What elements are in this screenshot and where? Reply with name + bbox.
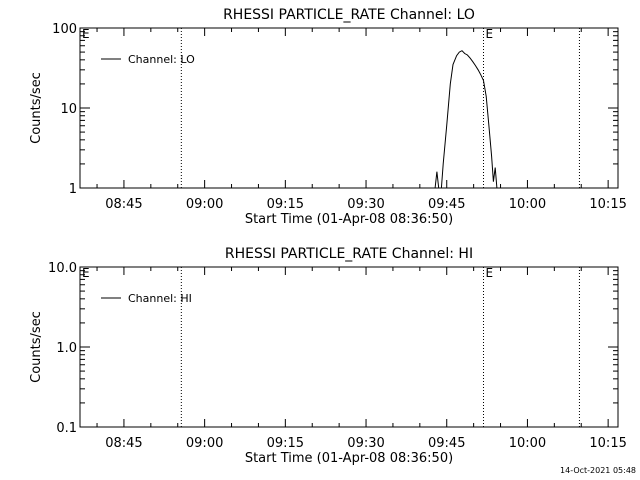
chart-1-ytick-label: 1 bbox=[69, 182, 77, 197]
chart-1-xlabel: Start Time (01-Apr-08 08:36:50) bbox=[245, 212, 453, 227]
chart-2-xtick-label: 09:45 bbox=[428, 436, 465, 451]
chart-1-xtick-label: 10:00 bbox=[509, 197, 546, 212]
chart-1-corner-label: E bbox=[82, 27, 90, 41]
chart-1-legend-label: Channel: LO bbox=[128, 53, 195, 66]
footer-timestamp: 14-Oct-2021 05:48 bbox=[560, 466, 636, 475]
chart-1-xtick-label: 09:15 bbox=[267, 197, 304, 212]
chart-2-legend-label: Channel: HI bbox=[128, 292, 192, 305]
chart-2-event-label: E bbox=[486, 266, 494, 280]
chart-2-ytick-label: 0.1 bbox=[56, 421, 77, 436]
chart-1-ytick-label: 100 bbox=[52, 22, 77, 37]
chart-1-title: RHESSI PARTICLE_RATE Channel: LO bbox=[223, 7, 475, 23]
chart-1-event-label: E bbox=[486, 27, 494, 41]
chart-2-xtick-label: 10:00 bbox=[509, 436, 546, 451]
chart-2-corner-label: E bbox=[82, 266, 90, 280]
chart-2-xtick-label: 08:45 bbox=[105, 436, 142, 451]
chart-2-ylabel: Counts/sec bbox=[29, 311, 44, 383]
chart-2-xlabel: Start Time (01-Apr-08 08:36:50) bbox=[245, 451, 453, 466]
chart-2-title: RHESSI PARTICLE_RATE Channel: HI bbox=[225, 246, 473, 262]
chart-1-xtick-label: 09:45 bbox=[428, 197, 465, 212]
chart-2-xtick-label: 09:00 bbox=[186, 436, 223, 451]
chart-1-ylabel: Counts/sec bbox=[29, 72, 44, 144]
chart-2-xtick-label: 09:30 bbox=[347, 436, 384, 451]
chart-1-ytick-label: 10 bbox=[60, 102, 77, 117]
chart-1-xtick-label: 10:15 bbox=[589, 197, 626, 212]
chart-2-xtick-label: 09:15 bbox=[267, 436, 304, 451]
chart-2-ytick-label: 10.0 bbox=[48, 261, 77, 276]
chart-2-xtick-label: 10:15 bbox=[589, 436, 626, 451]
chart-2-plot-frame bbox=[79, 266, 619, 428]
chart-1-series-line-1 bbox=[434, 50, 498, 189]
chart-1-xtick-label: 09:30 bbox=[347, 197, 384, 212]
chart-1-xtick-label: 09:00 bbox=[186, 197, 223, 212]
chart-1-xtick-label: 08:45 bbox=[105, 197, 142, 212]
chart-1-plot-frame bbox=[79, 27, 619, 189]
chart-2-ytick-label: 1.0 bbox=[56, 341, 77, 356]
